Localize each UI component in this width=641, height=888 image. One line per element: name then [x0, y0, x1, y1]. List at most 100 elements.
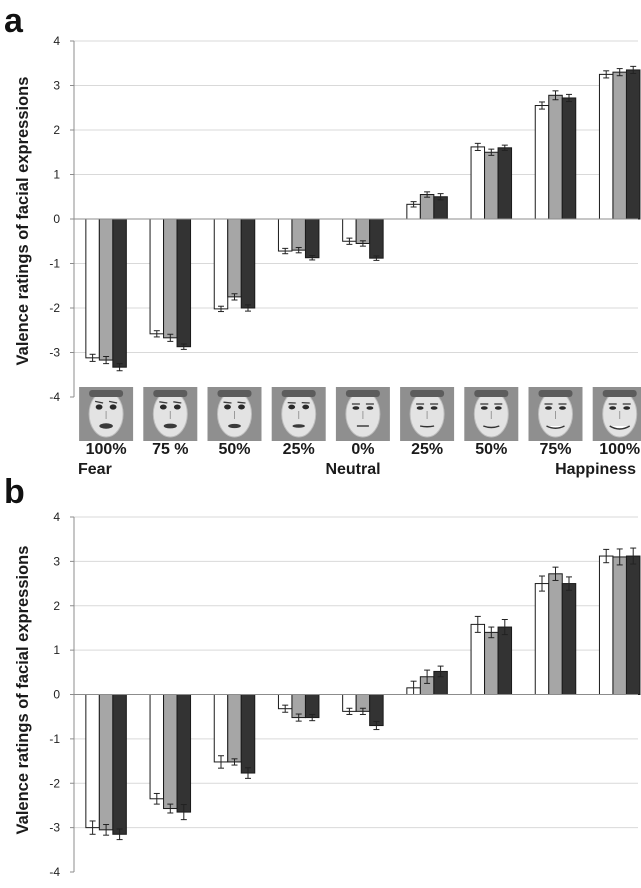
face-eye — [95, 404, 103, 410]
bar-b-3-s1 — [213, 694, 229, 763]
face-eye — [238, 404, 245, 410]
face-eye — [609, 406, 617, 410]
y-tick-label: 3 — [53, 79, 60, 93]
panel-a-chart: 4 3 2 1 0 -1 -2 -3 -4 — [49, 34, 641, 404]
bar-b-1-s3 — [112, 694, 127, 835]
face-eye — [623, 406, 631, 410]
bar-b-2-s1 — [149, 694, 165, 800]
category-label: 75% — [539, 441, 571, 458]
face-eyebrow — [237, 401, 246, 404]
bar-b-7-s1 — [470, 623, 486, 696]
bar-a-1-s2 — [98, 218, 114, 361]
bar-a-6-s2 — [419, 194, 435, 220]
bar-b-1-s1 — [85, 694, 100, 829]
label-happiness: Happiness — [555, 461, 636, 478]
bar-b-2-s3 — [176, 694, 192, 813]
y-tick-label: -4 — [49, 865, 60, 879]
category-labels: 100% 75 % 50% 25% 0% 25% 50% 75% 100% — [86, 441, 641, 458]
y-tick-label: -2 — [49, 301, 60, 315]
category-label: 50% — [218, 441, 250, 458]
face-eye — [545, 406, 552, 410]
face-happy-50-icon — [464, 387, 519, 441]
bar-a-1-s1 — [85, 218, 100, 359]
y-tick-label: -2 — [49, 776, 60, 790]
category-label: 75 % — [152, 441, 188, 458]
face-mouth — [99, 423, 113, 429]
bar-a-9-s3 — [625, 69, 641, 220]
bar-a-2-s1 — [149, 218, 165, 335]
face-hair — [217, 390, 252, 397]
bar-a-3-s1 — [213, 218, 229, 310]
face-eye — [109, 404, 117, 410]
face-eye — [416, 406, 424, 410]
face-mouth — [483, 425, 500, 429]
face-eye — [480, 406, 488, 410]
bar-a-2-s2 — [163, 218, 178, 339]
face-mouth — [163, 423, 177, 429]
face-eye — [159, 404, 167, 410]
face-hair — [474, 390, 509, 397]
face-happy-25-icon — [400, 387, 455, 441]
bar-a-2-s3 — [176, 218, 192, 348]
y-tick-label: 1 — [53, 643, 60, 657]
face-eye — [302, 404, 310, 410]
face-fear-75-icon — [143, 387, 198, 441]
face-eye — [288, 404, 296, 410]
y-tick-label: 0 — [53, 688, 60, 702]
face-mouth — [228, 423, 241, 429]
face-happy-75-icon — [528, 387, 583, 441]
face-eye — [430, 406, 438, 410]
bar-a-9-s1 — [598, 73, 614, 220]
panel-b-label: b — [4, 473, 25, 511]
face-hair — [153, 390, 188, 397]
bar-a-7-s3 — [497, 147, 513, 220]
bar-b-8-s2 — [548, 573, 563, 695]
y-tick-label: -1 — [49, 257, 60, 271]
panel-b-chart: 4 3 2 1 0 -1 -2 -3 -4 — [49, 510, 641, 879]
category-label: 25% — [283, 441, 315, 458]
face-happy-100-icon — [592, 387, 641, 441]
face-hair — [345, 390, 380, 397]
panel-a-y-axis-label: Valence ratings of facial expressions — [14, 77, 32, 366]
bar-a-8-s3 — [561, 97, 577, 220]
face-eye — [494, 406, 502, 410]
category-label: 100% — [599, 441, 640, 458]
category-label: 50% — [475, 441, 507, 458]
face-stimuli-row — [79, 387, 641, 441]
face-eyebrow — [159, 401, 168, 404]
face-hair — [538, 390, 573, 397]
face-neutral-icon — [335, 387, 390, 441]
category-label: 0% — [351, 441, 374, 458]
face-fear-50-icon — [207, 387, 262, 441]
panel-a-label: a — [4, 2, 24, 40]
face-hair — [602, 390, 637, 397]
bar-a-8-s1 — [534, 105, 550, 220]
bar-b-5-s3 — [369, 694, 384, 727]
bar-b-3-s2 — [227, 694, 242, 763]
y-tick-label: -4 — [49, 390, 60, 404]
face-mouth — [609, 425, 631, 430]
face-fear-25-icon — [271, 387, 326, 441]
face-eyebrow — [223, 401, 232, 404]
bar-a-1-s3 — [112, 218, 127, 368]
face-eyebrow — [108, 400, 118, 404]
label-neutral: Neutral — [325, 461, 380, 478]
face-eye — [352, 406, 360, 410]
bar-a-3-s3 — [240, 218, 256, 309]
bar-a-5-s2 — [355, 218, 371, 244]
y-tick-label: 3 — [53, 554, 60, 568]
face-eye — [559, 406, 566, 410]
y-tick-label: 2 — [53, 123, 60, 137]
face-hair — [410, 390, 445, 397]
category-label: 100% — [86, 441, 127, 458]
face-eye — [366, 406, 374, 410]
face-hair — [89, 390, 124, 397]
face-eye — [173, 404, 181, 410]
y-tick-label: -3 — [49, 346, 60, 360]
face-mouth — [292, 424, 305, 428]
bar-a-7-s1 — [470, 146, 486, 220]
bar-b-9-s3 — [625, 555, 641, 695]
bar-b-7-s2 — [484, 631, 499, 695]
bar-b-3-s3 — [240, 694, 256, 774]
